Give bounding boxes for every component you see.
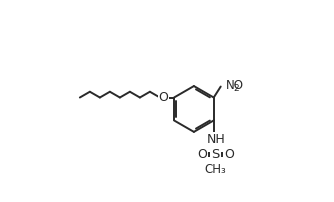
Text: O: O [197,148,207,161]
Text: CH₃: CH₃ [205,163,226,176]
Text: S: S [211,148,220,161]
Text: 2: 2 [233,84,239,93]
Text: O: O [159,91,168,104]
Text: NH: NH [206,133,225,146]
Text: O: O [224,148,234,161]
Text: NO: NO [226,79,244,93]
